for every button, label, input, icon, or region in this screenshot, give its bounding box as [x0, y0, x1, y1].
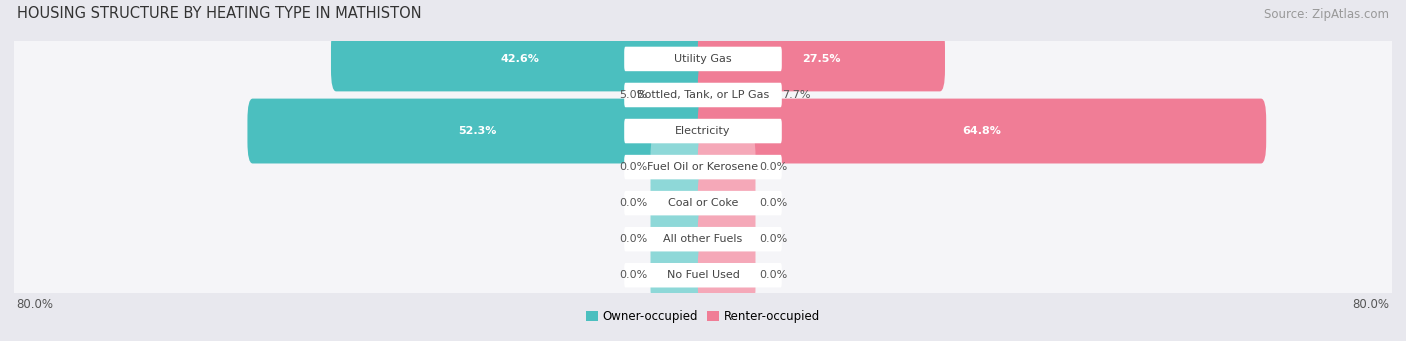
FancyBboxPatch shape	[651, 135, 709, 199]
FancyBboxPatch shape	[624, 191, 782, 216]
Text: Coal or Coke: Coal or Coke	[668, 198, 738, 208]
Text: 0.0%: 0.0%	[619, 270, 647, 280]
Text: 27.5%: 27.5%	[803, 54, 841, 64]
FancyBboxPatch shape	[624, 119, 782, 143]
FancyBboxPatch shape	[624, 263, 782, 287]
Text: Utility Gas: Utility Gas	[675, 54, 731, 64]
Text: 80.0%: 80.0%	[17, 298, 53, 311]
Text: HOUSING STRUCTURE BY HEATING TYPE IN MATHISTON: HOUSING STRUCTURE BY HEATING TYPE IN MAT…	[17, 6, 422, 21]
Text: 5.0%: 5.0%	[619, 90, 647, 100]
FancyBboxPatch shape	[655, 62, 709, 128]
FancyBboxPatch shape	[697, 99, 1267, 163]
FancyBboxPatch shape	[13, 174, 1393, 232]
Text: 0.0%: 0.0%	[619, 162, 647, 172]
Text: No Fuel Used: No Fuel Used	[666, 270, 740, 280]
Text: 0.0%: 0.0%	[759, 270, 787, 280]
FancyBboxPatch shape	[651, 171, 709, 236]
Text: 0.0%: 0.0%	[759, 234, 787, 244]
FancyBboxPatch shape	[624, 155, 782, 179]
FancyBboxPatch shape	[697, 243, 755, 308]
Text: Electricity: Electricity	[675, 126, 731, 136]
FancyBboxPatch shape	[697, 27, 945, 91]
Text: 42.6%: 42.6%	[501, 54, 538, 64]
FancyBboxPatch shape	[247, 99, 709, 163]
FancyBboxPatch shape	[651, 243, 709, 308]
FancyBboxPatch shape	[330, 27, 709, 91]
FancyBboxPatch shape	[624, 47, 782, 71]
Text: Source: ZipAtlas.com: Source: ZipAtlas.com	[1264, 8, 1389, 21]
FancyBboxPatch shape	[624, 83, 782, 107]
Text: Bottled, Tank, or LP Gas: Bottled, Tank, or LP Gas	[637, 90, 769, 100]
Text: 64.8%: 64.8%	[963, 126, 1001, 136]
FancyBboxPatch shape	[13, 102, 1393, 160]
Text: 0.0%: 0.0%	[619, 198, 647, 208]
Text: 52.3%: 52.3%	[458, 126, 496, 136]
FancyBboxPatch shape	[697, 135, 755, 199]
FancyBboxPatch shape	[13, 246, 1393, 305]
FancyBboxPatch shape	[13, 30, 1393, 88]
Text: 0.0%: 0.0%	[759, 162, 787, 172]
FancyBboxPatch shape	[624, 227, 782, 251]
Text: 7.7%: 7.7%	[782, 90, 811, 100]
FancyBboxPatch shape	[13, 138, 1393, 196]
Text: 0.0%: 0.0%	[619, 234, 647, 244]
FancyBboxPatch shape	[13, 210, 1393, 268]
FancyBboxPatch shape	[13, 66, 1393, 124]
Text: 80.0%: 80.0%	[1353, 298, 1389, 311]
FancyBboxPatch shape	[697, 207, 755, 272]
Text: All other Fuels: All other Fuels	[664, 234, 742, 244]
Legend: Owner-occupied, Renter-occupied: Owner-occupied, Renter-occupied	[581, 305, 825, 328]
FancyBboxPatch shape	[651, 207, 709, 272]
FancyBboxPatch shape	[697, 62, 775, 128]
Text: Fuel Oil or Kerosene: Fuel Oil or Kerosene	[647, 162, 759, 172]
Text: 0.0%: 0.0%	[759, 198, 787, 208]
FancyBboxPatch shape	[697, 171, 755, 236]
